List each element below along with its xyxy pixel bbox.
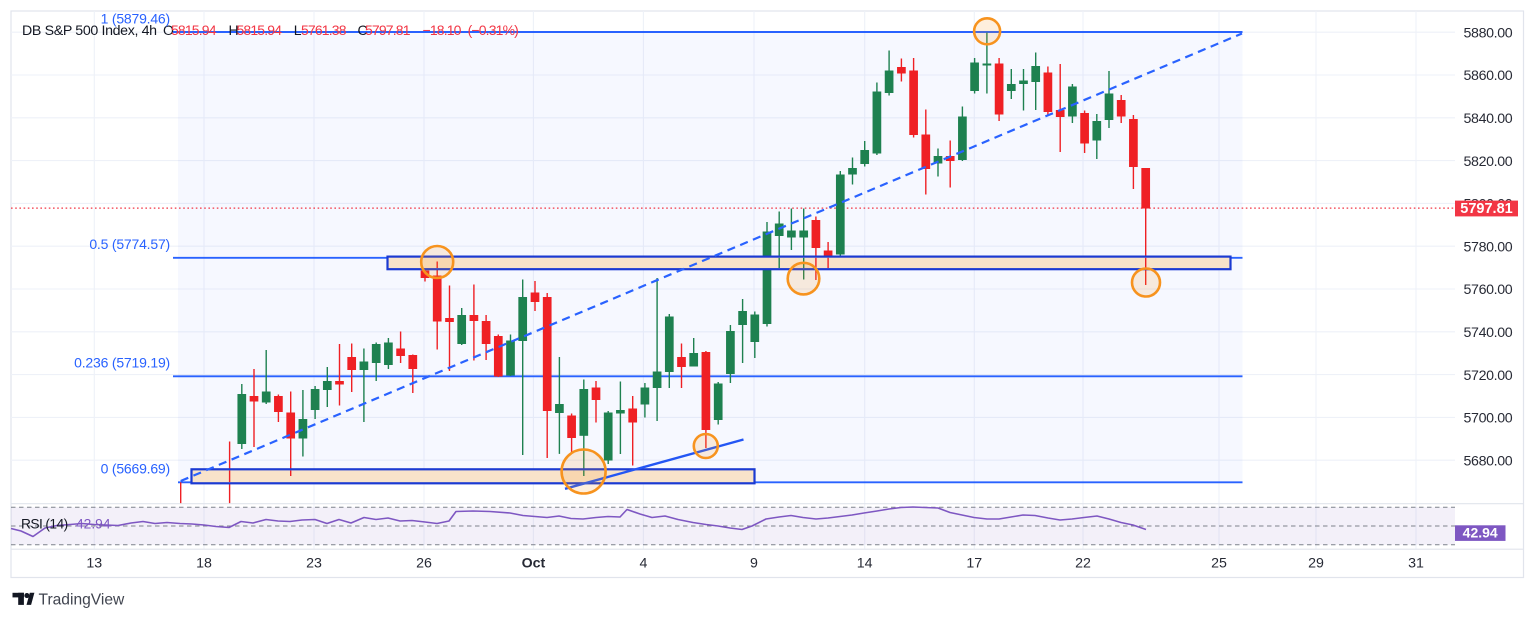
svg-text:5860.00: 5860.00 [1464, 68, 1513, 84]
svg-text:0.236 (5719.19): 0.236 (5719.19) [74, 355, 170, 371]
svg-text:1 (5879.46): 1 (5879.46) [101, 10, 170, 26]
svg-text:5815.94: 5815.94 [237, 22, 283, 38]
svg-text:5760.00: 5760.00 [1464, 282, 1513, 298]
svg-text:Oct: Oct [522, 556, 546, 572]
svg-text:0.5 (5774.57): 0.5 (5774.57) [89, 236, 170, 252]
svg-text:42.94: 42.94 [1463, 525, 1498, 541]
svg-text:C: C [358, 22, 368, 38]
svg-text:5740.00: 5740.00 [1464, 325, 1513, 341]
svg-text:25: 25 [1211, 556, 1227, 572]
svg-text:42.94: 42.94 [76, 516, 111, 531]
svg-text:26: 26 [416, 556, 432, 572]
svg-text:18: 18 [196, 556, 212, 572]
svg-text:5815.94: 5815.94 [171, 22, 217, 38]
svg-text:5780.00: 5780.00 [1464, 239, 1513, 255]
svg-text:4: 4 [639, 556, 647, 572]
svg-text:RSI (14): RSI (14) [21, 516, 68, 531]
svg-text:5761.38: 5761.38 [301, 22, 347, 38]
svg-text:(−0.31%): (−0.31%) [468, 22, 519, 38]
svg-text:O: O [163, 22, 174, 38]
svg-text:23: 23 [306, 556, 322, 572]
svg-text:TradingView: TradingView [39, 591, 126, 608]
svg-text:5820.00: 5820.00 [1464, 154, 1513, 170]
svg-text:29: 29 [1308, 556, 1324, 572]
svg-text:−18.10: −18.10 [423, 22, 462, 38]
svg-text:DB S&P 500 Index, 4h: DB S&P 500 Index, 4h [22, 23, 157, 39]
svg-text:5797.81: 5797.81 [365, 22, 411, 38]
svg-text:L: L [294, 22, 302, 38]
svg-text:9: 9 [750, 556, 758, 572]
svg-text:5797.81: 5797.81 [1460, 201, 1512, 217]
svg-text:22: 22 [1075, 556, 1091, 572]
svg-text:5680.00: 5680.00 [1464, 453, 1513, 469]
svg-text:14: 14 [857, 556, 873, 572]
svg-text:13: 13 [86, 556, 102, 572]
svg-text:31: 31 [1408, 556, 1424, 572]
svg-text:5840.00: 5840.00 [1464, 111, 1513, 127]
svg-text:5700.00: 5700.00 [1464, 411, 1513, 427]
svg-text:0 (5669.69): 0 (5669.69) [101, 461, 170, 477]
svg-text:5720.00: 5720.00 [1464, 368, 1513, 384]
svg-text:5880.00: 5880.00 [1464, 25, 1513, 41]
svg-text:17: 17 [966, 556, 982, 572]
svg-text:H: H [229, 22, 239, 38]
